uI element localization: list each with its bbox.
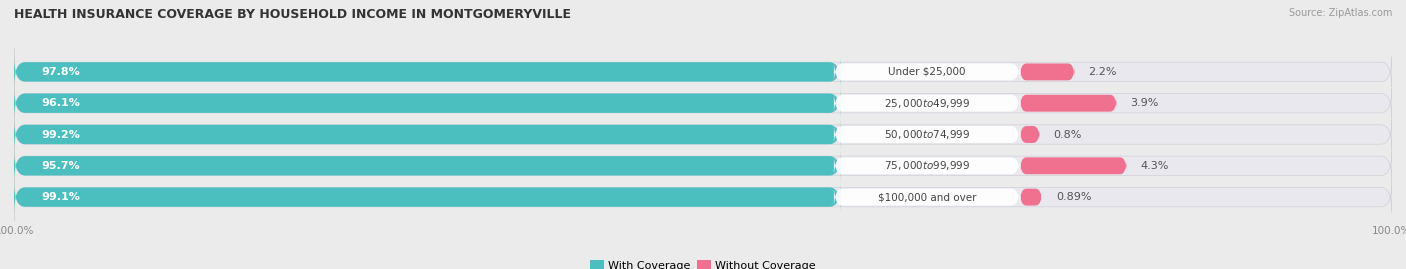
Text: $75,000 to $99,999: $75,000 to $99,999 [884, 159, 970, 172]
Text: 0.8%: 0.8% [1053, 129, 1081, 140]
FancyBboxPatch shape [14, 56, 841, 87]
Text: HEALTH INSURANCE COVERAGE BY HOUSEHOLD INCOME IN MONTGOMERYVILLE: HEALTH INSURANCE COVERAGE BY HOUSEHOLD I… [14, 8, 571, 21]
FancyBboxPatch shape [1019, 189, 1042, 206]
Legend: With Coverage, Without Coverage: With Coverage, Without Coverage [586, 256, 820, 269]
FancyBboxPatch shape [14, 150, 1392, 181]
FancyBboxPatch shape [834, 186, 1019, 209]
FancyBboxPatch shape [14, 119, 841, 150]
FancyBboxPatch shape [14, 119, 1392, 150]
Text: 2.2%: 2.2% [1088, 67, 1116, 77]
Text: $25,000 to $49,999: $25,000 to $49,999 [884, 97, 970, 110]
FancyBboxPatch shape [1019, 63, 1074, 80]
Text: 95.7%: 95.7% [42, 161, 80, 171]
Text: Source: ZipAtlas.com: Source: ZipAtlas.com [1288, 8, 1392, 18]
Text: Under $25,000: Under $25,000 [889, 67, 966, 77]
FancyBboxPatch shape [14, 56, 1392, 87]
FancyBboxPatch shape [1019, 126, 1040, 143]
FancyBboxPatch shape [14, 182, 841, 213]
FancyBboxPatch shape [14, 182, 1392, 213]
Text: $50,000 to $74,999: $50,000 to $74,999 [884, 128, 970, 141]
Text: $100,000 and over: $100,000 and over [877, 192, 976, 202]
FancyBboxPatch shape [834, 60, 1019, 83]
Text: 0.89%: 0.89% [1056, 192, 1091, 202]
FancyBboxPatch shape [14, 150, 841, 181]
Text: 99.2%: 99.2% [42, 129, 80, 140]
FancyBboxPatch shape [834, 123, 1019, 146]
FancyBboxPatch shape [1019, 157, 1126, 174]
Text: 99.1%: 99.1% [42, 192, 80, 202]
Text: 4.3%: 4.3% [1140, 161, 1168, 171]
FancyBboxPatch shape [834, 154, 1019, 177]
FancyBboxPatch shape [14, 88, 1392, 119]
Text: 97.8%: 97.8% [42, 67, 80, 77]
FancyBboxPatch shape [834, 92, 1019, 115]
FancyBboxPatch shape [1019, 95, 1116, 112]
FancyBboxPatch shape [14, 88, 841, 119]
Text: 96.1%: 96.1% [42, 98, 80, 108]
Text: 3.9%: 3.9% [1130, 98, 1159, 108]
